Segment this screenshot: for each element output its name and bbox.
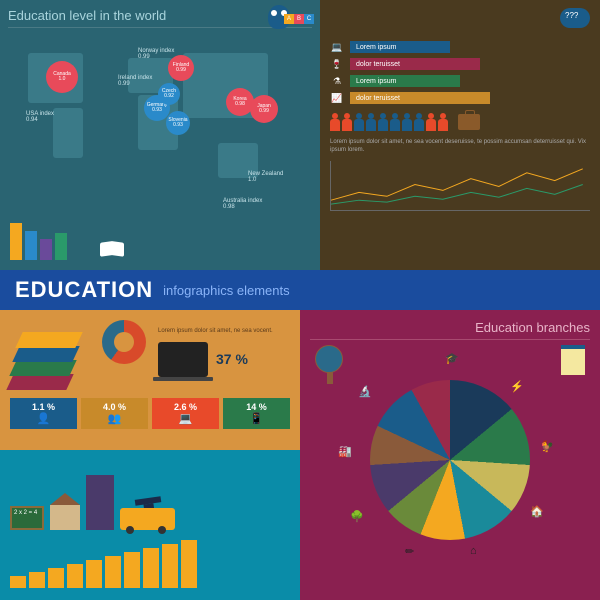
world-map-panel: Education level in the world A B C Canad… — [0, 0, 320, 270]
donut-chart — [102, 320, 146, 364]
title-sub: infographics elements — [163, 283, 289, 298]
mini-bar-chart — [10, 223, 67, 260]
stats-panel: 💻Lorem ipsum🍷dolor teruisset⚗Lorem ipsum… — [320, 0, 600, 270]
bar-chart — [10, 538, 290, 588]
stat-boxes: 1.1 %👤4.0 %👥2.6 %💻14 %📱 — [10, 398, 290, 429]
pie-chart: 🎓⚡🐓🏠⌂✏🌳🏭🔬 — [350, 360, 550, 560]
school-panel: 2 x 2 = 4 — [0, 450, 300, 600]
globe-icon — [315, 345, 343, 373]
line-chart — [330, 161, 590, 211]
books-lorem: Lorem ipsum dolor sit amet, ne sea vocen… — [158, 328, 290, 336]
chalkboard-icon: 2 x 2 = 4 — [10, 506, 44, 530]
house-icon — [50, 505, 80, 530]
books-stack-icon — [10, 320, 90, 390]
map-title: Education level in the world — [8, 8, 312, 28]
abc-blocks-icon: A B C — [284, 14, 314, 24]
title-main: EDUCATION — [15, 277, 153, 303]
people-pictogram — [330, 113, 590, 131]
lorem-text: Lorem ipsum dolor sit amet, ne sea vocen… — [330, 139, 590, 155]
books-panel: Lorem ipsum dolor sit amet, ne sea vocen… — [0, 310, 300, 450]
graduation-cap-icon — [134, 496, 161, 506]
laptop-icon — [158, 342, 208, 377]
notepad-icon — [561, 345, 585, 375]
open-book-icon — [100, 242, 124, 256]
pie-title: Education branches — [310, 320, 590, 340]
pie-panel: Education branches 🎓⚡🐓🏠⌂✏🌳🏭🔬 — [300, 310, 600, 600]
school-building-icon — [86, 475, 114, 530]
legend-list: 💻Lorem ipsum🍷dolor teruisset⚗Lorem ipsum… — [330, 40, 590, 105]
school-bus-icon — [120, 508, 175, 530]
thought-bubble-icon — [560, 8, 590, 28]
pct-top: 37 % — [216, 351, 248, 367]
title-band: EDUCATION infographics elements — [0, 270, 600, 310]
world-map: Canada1.0USA index0.94Norway index0.99Ir… — [8, 33, 308, 193]
